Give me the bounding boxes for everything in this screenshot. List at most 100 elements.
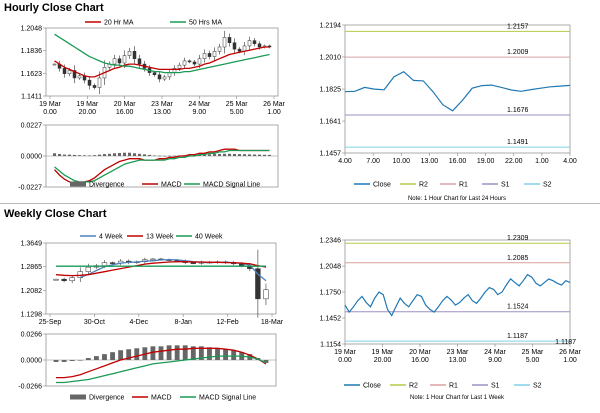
weekly_macd-divergence-bar [190,346,196,360]
hourly_macd-divergence-bar [93,155,96,156]
weekly-legend-macd-label: MACD [151,395,172,402]
hourly_price-xtick-label: 23 Mar [151,101,173,108]
weekly_price-xtick-label: 18-Mar [261,319,284,326]
weekly_price-candle [69,277,75,281]
hourly_price-candle [52,63,57,66]
hourly_price-ytick-label: 1.1836 [21,48,43,55]
weekly-close-extra-label: 1.1187 [555,339,576,346]
hourly_price-candle [62,68,67,74]
hourly_macd-divergence-bar [153,155,156,157]
hourly_price-candle [182,60,187,66]
hourly_price-candle [187,60,192,63]
hourly_close-ytick-label: 1.2010 [320,54,342,61]
hourly_macd-divergence-bar [258,154,261,156]
weekly_price-ytick-label: 1.1298 [21,312,43,319]
hourly_macd-divergence-bar [238,154,241,156]
hourly_macd-divergence-bar [223,153,226,156]
weekly_price-candle [190,262,196,264]
hourly_macd-divergence-bar [88,155,91,157]
weekly_macd-divergence-bar [166,345,172,360]
weekly-legend-signal-label: MACD Signal Line [199,395,256,402]
weekly_close-xtick-label: 20.00 [374,357,392,364]
weekly_close-s2-label: 1.1187 [507,333,528,340]
hourly_macd-divergence-bar [168,155,171,157]
hourly_macd-divergence-bar [148,154,151,156]
hourly_close-xtick-label: 1.00 [535,158,549,165]
hourly_price-candle [87,79,92,86]
hourly-legend-macd-label: MACD [161,182,182,189]
weekly-close-legend-4-label: S2 [533,383,542,390]
weekly_macd-ytick-label: 0.0000 [21,358,43,365]
weekly_macd-signal-line [56,355,267,384]
weekly_close-xtick-label: 24 Mar [484,349,506,356]
hourly_close-xtick-label: 7.00 [366,158,380,165]
weekly_macd-divergence-bar [126,349,132,360]
hourly_price-candle [202,53,207,59]
hourly_macd-ytick-label: -0.0227 [18,185,42,192]
weekly_close-xtick-label: 25 Mar [522,349,544,356]
hourly_price-candle [112,58,117,65]
hourly-legend-signal-label: MACD Signal Line [203,182,260,189]
hourly_price-candle [227,37,232,43]
weekly_close-xtick-label: 0.00 [338,357,352,364]
weekly_price-candle [109,262,116,264]
hourly_price-candle [237,48,242,52]
weekly_price-xtick-label: 25-Sep [39,319,62,326]
weekly_close-close-line [344,273,571,317]
hourly_macd-divergence-bar [113,153,116,156]
weekly_price-ytick-label: 1.2865 [21,264,43,271]
weekly_macd-divergence-bar [207,347,212,360]
weekly-close-note: Note: 1 Hour Chart for Last 1 Week [410,395,505,401]
weekly_close-s1-label: 1.1524 [507,304,529,311]
weekly_macd-divergence-bar [158,346,164,360]
hourly_close-xtick-label: 4.00 [563,158,577,165]
hourly-legend-ma50-label: 50 Hrs MA [189,20,222,27]
hourly_price-xtick-label: 20 Mar [114,101,136,108]
hourly_close-ytick-label: 1.1825 [320,87,342,94]
hourly_macd-divergence-bar [208,154,211,156]
hourly_price-candle [192,61,197,65]
hourly_price-candle [217,46,222,52]
hourly_macd-ytick-label: 0.0000 [21,154,43,161]
hourly_price-candle [127,51,132,56]
hourly_price-candle [162,76,167,80]
hourly_close-ytick-label: 1.1641 [320,119,342,126]
weekly-close-legend-3-label: S1 [491,383,500,390]
hourly_price-xtick-label: 1.00 [267,109,281,116]
weekly_close-xtick-label: 13.00 [449,357,467,364]
hourly-close-note: Note: 1 Hour Chart for Last 24 Hours [408,196,506,202]
hourly_macd-divergence-bar [158,155,161,157]
hourly_price-ytick-label: 1.1411 [21,94,42,101]
weekly_close-ytick-label: 1.1154 [320,342,341,349]
weekly_close-xtick-label: 26 Mar [559,349,581,356]
hourly_price-candle [132,51,137,59]
weekly-legend-4week-label: 4 Week [99,234,123,241]
hourly_macd-divergence-bar [133,153,136,156]
weekly_macd-divergence-bar [215,348,220,360]
hourly-legend-divergence-label: Divergence [89,182,125,189]
hourly_close-s1-label: 1.1676 [507,107,529,114]
weekly_close-xtick-label: 19 Mar [372,349,394,356]
weekly_macd-divergence-bar [118,350,124,360]
hourly_price-xtick-label: 20.00 [79,109,97,116]
hourly_price-candle [117,58,122,64]
weekly-legend-40week-label: 40 Week [195,234,223,241]
hourly_macd-divergence-bar [248,154,251,156]
hourly_macd-divergence-bar [233,153,236,156]
hourly_close-xtick-label: 4.00 [338,158,352,165]
weekly-legend-divergence-label: Divergence [89,395,125,402]
hourly_price-xtick-label: 9.00 [193,109,207,116]
weekly_macd-divergence-bar [102,354,107,360]
hourly_price-xtick-label: 16.00 [116,109,134,116]
hourly_macd-divergence-bar [163,155,166,157]
hourly_close-xtick-label: 19.00 [477,158,495,165]
hourly_close-xtick-label: 16.00 [449,158,467,165]
weekly_price-xtick-label: 8-Jan [174,319,192,326]
weekly-legend-13week-label: 13 Week [146,234,174,241]
hourly_price-candle [257,43,262,48]
weekly_price-ytick-label: 1.2082 [21,288,43,295]
hourly_macd-divergence-bar [63,154,66,156]
hourly_close-r1-label: 1.2009 [507,49,529,56]
hourly_price-candle [152,72,157,76]
